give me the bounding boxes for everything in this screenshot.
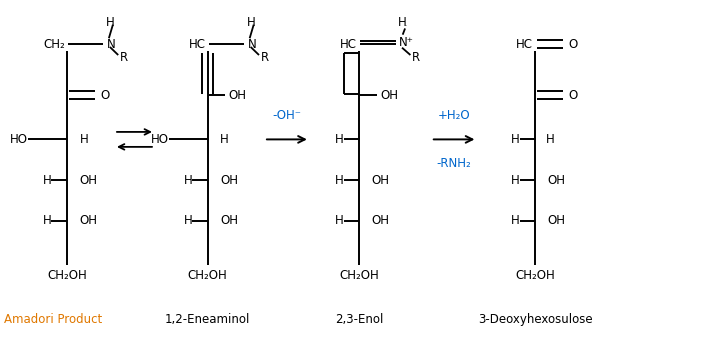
Text: H: H: [184, 215, 192, 227]
Text: H: H: [43, 215, 51, 227]
Text: H: H: [43, 174, 51, 187]
Text: H: H: [546, 133, 554, 146]
Text: OH: OH: [548, 215, 566, 227]
Text: H: H: [335, 174, 344, 187]
Text: O: O: [568, 38, 577, 51]
Text: HO: HO: [151, 133, 169, 146]
Text: OH: OH: [220, 215, 239, 227]
Text: OH: OH: [220, 174, 239, 187]
Text: H: H: [80, 133, 88, 146]
Text: OH: OH: [372, 174, 390, 187]
Text: H: H: [335, 215, 344, 227]
Text: CH₂OH: CH₂OH: [515, 269, 555, 282]
Text: H: H: [220, 133, 229, 146]
Text: +H₂O: +H₂O: [438, 109, 470, 122]
Text: HC: HC: [516, 38, 533, 51]
Text: OH: OH: [80, 215, 98, 227]
Text: OH: OH: [80, 174, 98, 187]
Text: H: H: [511, 215, 520, 227]
Text: N: N: [107, 38, 115, 51]
Text: H: H: [511, 133, 520, 146]
Text: CH₂OH: CH₂OH: [47, 269, 87, 282]
Text: H: H: [398, 16, 407, 29]
Text: H: H: [247, 16, 256, 29]
Text: 2,3-Enol: 2,3-Enol: [335, 313, 383, 326]
Text: OH: OH: [372, 215, 390, 227]
Text: CH₂: CH₂: [43, 38, 65, 51]
Text: R: R: [120, 51, 128, 64]
Text: O: O: [568, 89, 577, 102]
Text: H: H: [511, 174, 520, 187]
Text: CH₂OH: CH₂OH: [188, 269, 227, 282]
Text: -RNH₂: -RNH₂: [436, 157, 472, 170]
Text: R: R: [260, 51, 269, 64]
Text: N: N: [248, 38, 256, 51]
Text: 3-Deoxyhexosulose: 3-Deoxyhexosulose: [478, 313, 592, 326]
Text: OH: OH: [548, 174, 566, 187]
Text: Amadori Product: Amadori Product: [4, 313, 102, 326]
Text: H: H: [106, 16, 115, 29]
Text: HO: HO: [10, 133, 28, 146]
Text: HC: HC: [189, 38, 206, 51]
Text: 1,2-Eneaminol: 1,2-Eneaminol: [165, 313, 251, 326]
Text: HC: HC: [340, 38, 357, 51]
Text: N⁺: N⁺: [399, 36, 414, 49]
Text: OH: OH: [380, 89, 398, 102]
Text: OH: OH: [229, 89, 247, 102]
Text: R: R: [412, 51, 420, 64]
Text: CH₂OH: CH₂OH: [339, 269, 379, 282]
Text: -OH⁻: -OH⁻: [272, 109, 301, 122]
Text: H: H: [184, 174, 192, 187]
Text: O: O: [101, 89, 110, 102]
Text: H: H: [335, 133, 344, 146]
